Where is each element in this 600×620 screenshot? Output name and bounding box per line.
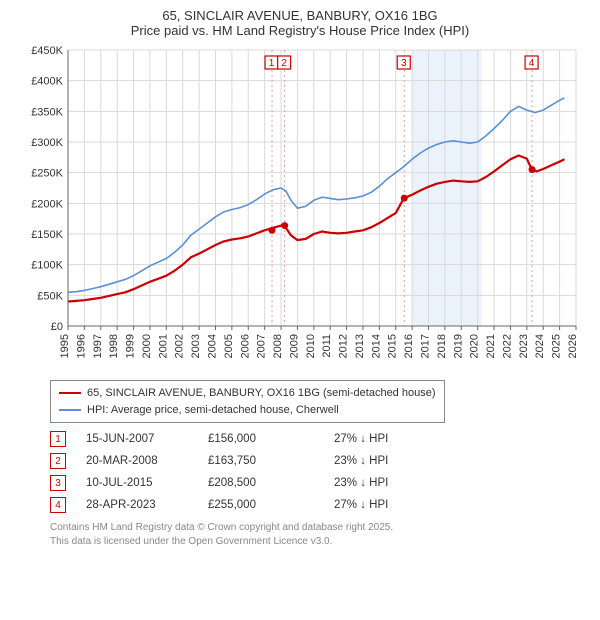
tx-delta: 27% ↓ HPI [334,433,414,445]
transaction-table: 1 15-JUN-2007 £156,000 27% ↓ HPI 2 20-MA… [50,431,590,513]
tx-delta: 23% ↓ HPI [334,455,414,467]
svg-text:2000: 2000 [141,334,153,358]
svg-text:£50K: £50K [37,290,63,302]
legend-label-hpi: HPI: Average price, semi-detached house,… [87,402,339,419]
svg-text:2009: 2009 [288,334,300,358]
svg-text:1998: 1998 [108,334,120,358]
svg-text:2022: 2022 [501,334,513,358]
tx-price: £163,750 [208,455,328,467]
tx-marker-2: 2 [50,453,66,469]
tx-marker-4: 4 [50,497,66,513]
svg-text:2018: 2018 [436,334,448,358]
svg-text:4: 4 [529,58,535,69]
svg-text:2004: 2004 [206,334,218,358]
svg-text:2006: 2006 [239,334,251,358]
svg-text:2023: 2023 [518,334,530,358]
table-row: 3 10-JUL-2015 £208,500 23% ↓ HPI [50,475,590,491]
svg-text:£450K: £450K [31,45,63,57]
svg-text:2017: 2017 [420,334,432,358]
tx-date: 10-JUL-2015 [72,477,202,489]
svg-text:£400K: £400K [31,76,63,88]
tx-delta: 23% ↓ HPI [334,477,414,489]
svg-text:2012: 2012 [338,334,350,358]
svg-text:2008: 2008 [272,334,284,358]
legend: 65, SINCLAIR AVENUE, BANBURY, OX16 1BG (… [50,380,445,423]
legend-label-property: 65, SINCLAIR AVENUE, BANBURY, OX16 1BG (… [87,385,436,402]
table-row: 1 15-JUN-2007 £156,000 27% ↓ HPI [50,431,590,447]
legend-item-hpi: HPI: Average price, semi-detached house,… [59,402,436,419]
svg-text:2024: 2024 [534,334,546,358]
tx-date: 28-APR-2023 [72,499,202,511]
svg-text:1999: 1999 [125,334,137,358]
svg-text:1996: 1996 [75,334,87,358]
svg-text:2019: 2019 [452,334,464,358]
svg-text:£0: £0 [51,321,63,333]
chart-title-block: 65, SINCLAIR AVENUE, BANBURY, OX16 1BG P… [10,8,590,38]
svg-text:2020: 2020 [469,334,481,358]
svg-text:2026: 2026 [567,334,579,358]
svg-text:£200K: £200K [31,198,63,210]
title-line-1: 65, SINCLAIR AVENUE, BANBURY, OX16 1BG [10,8,590,23]
legend-swatch-property [59,392,81,394]
svg-text:2010: 2010 [305,334,317,358]
chart-container: { "title": { "line1": "65, SINCLAIR AVEN… [0,0,600,556]
svg-text:2016: 2016 [403,334,415,358]
legend-item-property: 65, SINCLAIR AVENUE, BANBURY, OX16 1BG (… [59,385,436,402]
svg-text:2: 2 [281,58,287,69]
svg-text:1: 1 [269,58,275,69]
svg-text:2002: 2002 [174,334,186,358]
svg-text:2021: 2021 [485,334,497,358]
table-row: 4 28-APR-2023 £255,000 27% ↓ HPI [50,497,590,513]
svg-text:2014: 2014 [370,334,382,358]
footer-line-2: This data is licensed under the Open Gov… [50,535,590,549]
tx-price: £255,000 [208,499,328,511]
chart-plot-area: 12 3 4 £0 £50K £100K £150K £200K £250K £300K £350K… [20,44,580,374]
svg-text:1997: 1997 [92,334,104,358]
svg-text:£150K: £150K [31,229,63,241]
svg-text:2011: 2011 [321,334,333,358]
tx-date: 15-JUN-2007 [72,433,202,445]
svg-text:2013: 2013 [354,334,366,358]
svg-text:2003: 2003 [190,334,202,358]
svg-text:1995: 1995 [59,334,71,358]
svg-text:2007: 2007 [256,334,268,358]
svg-text:2015: 2015 [387,334,399,358]
tx-delta: 27% ↓ HPI [334,499,414,511]
svg-text:£350K: £350K [31,106,63,118]
svg-text:3: 3 [401,58,407,69]
legend-swatch-hpi [59,409,81,411]
svg-text:2025: 2025 [551,334,563,358]
tx-marker-1: 1 [50,431,66,447]
table-row: 2 20-MAR-2008 £163,750 23% ↓ HPI [50,453,590,469]
svg-text:2001: 2001 [157,334,169,358]
title-line-2: Price paid vs. HM Land Registry's House … [10,23,590,38]
svg-text:£300K: £300K [31,137,63,149]
tx-date: 20-MAR-2008 [72,455,202,467]
svg-text:£100K: £100K [31,260,63,272]
tx-marker-3: 3 [50,475,66,491]
svg-text:2005: 2005 [223,334,235,358]
tx-price: £156,000 [208,433,328,445]
footer-attribution: Contains HM Land Registry data © Crown c… [50,521,590,548]
chart-svg: 12 3 4 £0 £50K £100K £150K £200K £250K £300K £350K… [20,44,580,374]
svg-text:£250K: £250K [31,168,63,180]
tx-price: £208,500 [208,477,328,489]
footer-line-1: Contains HM Land Registry data © Crown c… [50,521,590,535]
